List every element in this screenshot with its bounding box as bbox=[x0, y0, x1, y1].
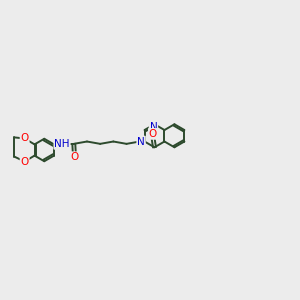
Text: O: O bbox=[20, 134, 29, 143]
Text: O: O bbox=[20, 157, 29, 166]
Text: N: N bbox=[150, 122, 157, 133]
Text: N: N bbox=[137, 136, 145, 146]
Text: O: O bbox=[70, 152, 79, 162]
Text: NH: NH bbox=[54, 139, 70, 149]
Text: O: O bbox=[149, 129, 157, 139]
